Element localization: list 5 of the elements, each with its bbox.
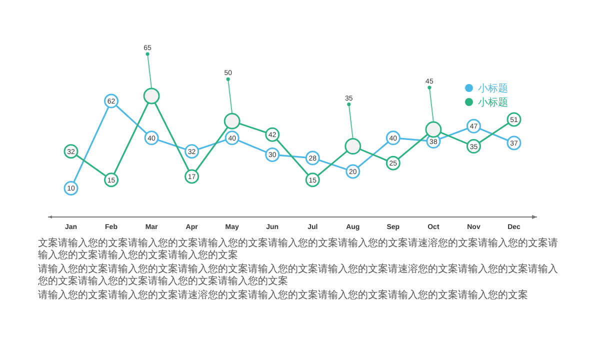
legend-label: 小标题 [478, 96, 508, 108]
text: 请输入您的文案请输入您的文案请输入您的文案请输入您的文案请输入您的文案请速溶您的文案请输入您的文案请输入您的文案请输入您的文案请输入您的文案请输入您的文案 [38, 264, 559, 288]
text: 文案请输入您的文案请输入您的文案请输入您的文案请输入您的文案请输入您的文案请速溶您的文案请输入您的文案请输入您的文案请输入您的文案请输入您的文案 [38, 238, 559, 262]
legend-label: 小标题 [478, 82, 508, 94]
text: 请输入您的文案请输入您的文案请速溶您的文案请输入您的文案请输入您的文案请输入您的文案请输入您的文案 [38, 290, 529, 302]
